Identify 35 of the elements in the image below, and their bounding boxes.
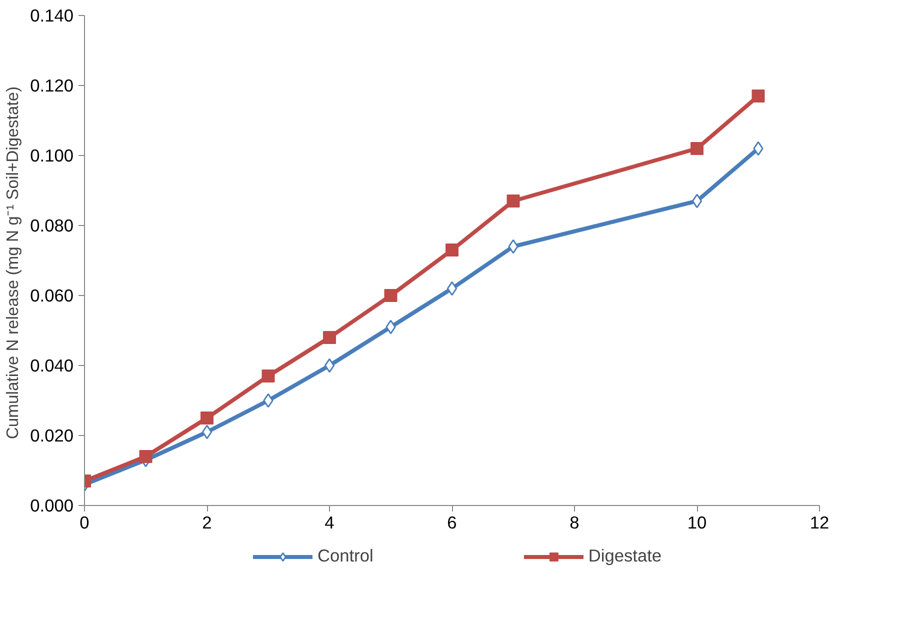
x-tick-label: 8 [570, 512, 580, 532]
legend-label: Control [317, 546, 374, 566]
point [139, 450, 152, 463]
point [262, 370, 275, 382]
legend-label: Digestate [588, 546, 662, 566]
y-tick-label: 0.080 [30, 216, 74, 236]
y-tick-label: 0.060 [30, 286, 74, 306]
point [753, 141, 764, 156]
point [200, 412, 214, 424]
point [692, 194, 702, 208]
x-tick-label: 12 [810, 512, 830, 532]
x-tick-label: 4 [324, 512, 335, 532]
point [446, 244, 458, 256]
point [446, 281, 458, 296]
point [202, 424, 212, 440]
y-tick-label: 0.120 [30, 76, 74, 96]
point [263, 393, 274, 408]
point [752, 90, 765, 102]
y-tick-label: 0.140 [30, 6, 74, 26]
point [690, 142, 704, 155]
x-tick-label: 6 [447, 512, 457, 532]
y-tick-label: 0.040 [30, 356, 74, 376]
point [506, 194, 520, 208]
y-tick-label: 0.000 [30, 496, 74, 516]
point [508, 239, 518, 254]
y-tick-label: 0.100 [30, 146, 74, 166]
x-tick-label: 10 [687, 512, 707, 532]
point [386, 320, 396, 334]
y-tick-label: 0.020 [30, 426, 74, 446]
x-tick-label: 2 [202, 512, 212, 532]
point [384, 289, 398, 302]
point [324, 358, 335, 373]
y-axis-title: Cumulative N release (mg N g⁻¹ Soil+Digestate) [3, 86, 22, 440]
x-tick-label: 0 [80, 512, 90, 532]
point [323, 331, 336, 344]
